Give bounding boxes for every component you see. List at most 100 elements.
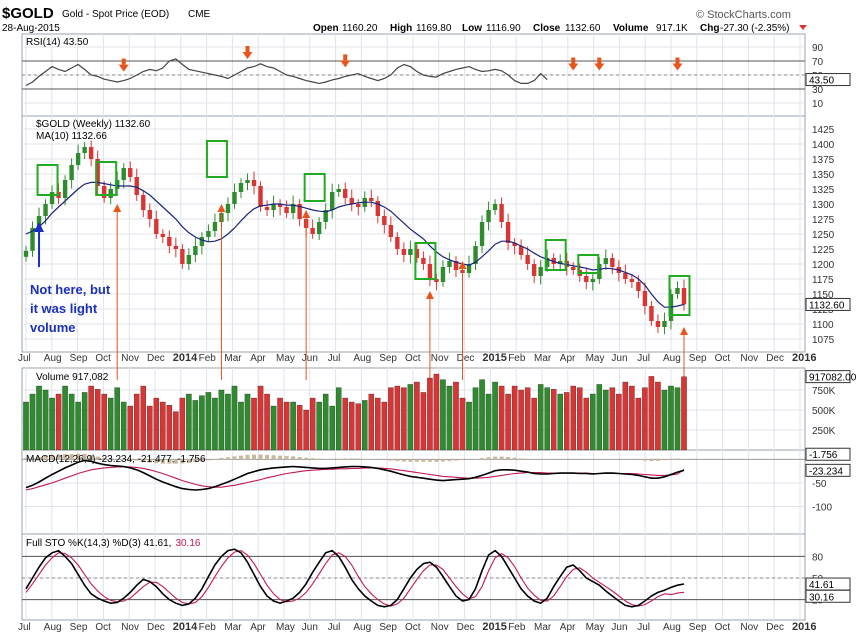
volume-bar [62,385,68,451]
x-axis-tick-label: Aug [44,622,62,633]
candle-down [649,306,654,321]
macd-histogram-bar [258,454,263,460]
candle-down [623,273,628,279]
x-axis-tick-label: Jul [18,353,31,364]
up-arrow-icon [680,327,688,335]
macd-histogram-bar [493,456,498,460]
stochastic-d-current-value: 30.16 [809,592,834,603]
candle-up [473,246,478,264]
plot-layer: Jul Jul Aug Aug Sep Sep Oct Oct Nov Nov Dec Dec 2014… [18,34,857,633]
candle-down [258,186,263,207]
down-triangle-icon [799,25,807,30]
candle-up [238,183,244,192]
price-tick-label: 1375 [812,155,835,166]
volume-legend: Volume 917,082 [36,372,109,383]
open-value: 1160.20 [342,23,378,34]
volume-bar [570,385,576,451]
volume-bar [375,397,381,451]
candle-down [167,237,172,246]
macd-histogram-bar [43,456,48,460]
x-axis-tick-label: Nov [740,353,758,364]
macd-histogram-bar [447,459,452,462]
volume-bar [244,393,251,451]
volume-bar [36,385,42,451]
x-axis-tick-label: Nov [121,353,139,364]
candle-down [251,180,257,186]
price-legend: $GOLD (Weekly) 1132.60 [36,119,151,130]
candle-down [655,321,661,327]
volume-bar [681,376,687,451]
macd-histogram-bar [278,455,283,460]
annotation-box [577,254,600,274]
candle-up [225,204,231,213]
candle-down [180,249,185,264]
macd-histogram-bar [310,458,315,460]
macd-histogram-bar [63,454,68,460]
x-axis-tick-label: Dec [457,622,475,633]
candle-up [590,279,595,282]
price-tick-label: 1275 [812,215,835,226]
macd-histogram-bar [330,458,335,460]
volume-bar [309,397,316,451]
macd-histogram-bar [154,459,159,464]
candle-up [290,204,296,213]
volume-bar [472,387,479,451]
volume-bar [212,397,218,451]
macd-histogram-current-value: -1.756 [809,450,838,461]
x-axis-tick-label: Jun [611,622,627,633]
volume-bar [277,397,283,451]
volume-bar [616,393,622,451]
candle-down [356,204,361,207]
candle-up [316,222,322,234]
x-axis-tick-label: Sep [689,622,707,633]
rsi-tick-label: 70 [812,57,824,68]
candle-up [408,249,413,255]
candle-down [349,198,354,204]
candle-up [597,264,602,279]
candle-up [69,165,74,180]
macd-histogram-bar [512,457,517,460]
x-axis-tick-label: Aug [353,622,371,633]
macd-histogram-bar [95,456,100,460]
price-tick-label: 1200 [812,260,835,271]
volume-bar [88,385,94,451]
macd-histogram-bar [173,459,178,464]
annotation-note-line-3: volume [30,320,76,335]
volume-bar [511,385,518,451]
macd-histogram-bar [206,459,211,461]
moving-average-line [25,181,685,308]
candle-up [30,228,35,251]
x-axis-tick-label: Sep [70,622,88,633]
candle-up [245,180,250,183]
up-arrow-icon [425,291,434,299]
price-tick-label: 1075 [812,335,835,346]
candle-down [395,237,400,249]
candle-down [375,201,381,216]
x-axis-tick-label: May [586,353,605,364]
candle-up [108,189,113,198]
x-axis-tick-label: Aug [353,353,371,364]
stochastic-k-line [25,548,685,608]
volume-bar [147,405,153,451]
candle-down [95,159,100,186]
price-tick-label: 1150 [812,290,834,301]
volume-tick-label: 500K [812,406,836,417]
candle-up [75,153,81,165]
rsi-down-arrow-shaft [675,57,680,64]
candle-down [531,264,537,276]
macd-histogram-bar [238,455,243,460]
stochastic-k-current-value: 41.61 [809,580,834,591]
candle-up [193,246,198,255]
down-arrow-icon [340,60,351,68]
volume-bar [186,393,192,451]
macd-histogram-bar [37,457,42,460]
candle-up [206,231,211,237]
rsi-line [25,58,548,87]
macd-histogram-bar [30,457,35,460]
candle-down [147,210,152,219]
volume-bar [563,392,570,451]
rsi-down-arrow-shaft [571,57,576,64]
volume-bar [668,385,674,451]
macd-tick-label: -100 [812,502,832,513]
